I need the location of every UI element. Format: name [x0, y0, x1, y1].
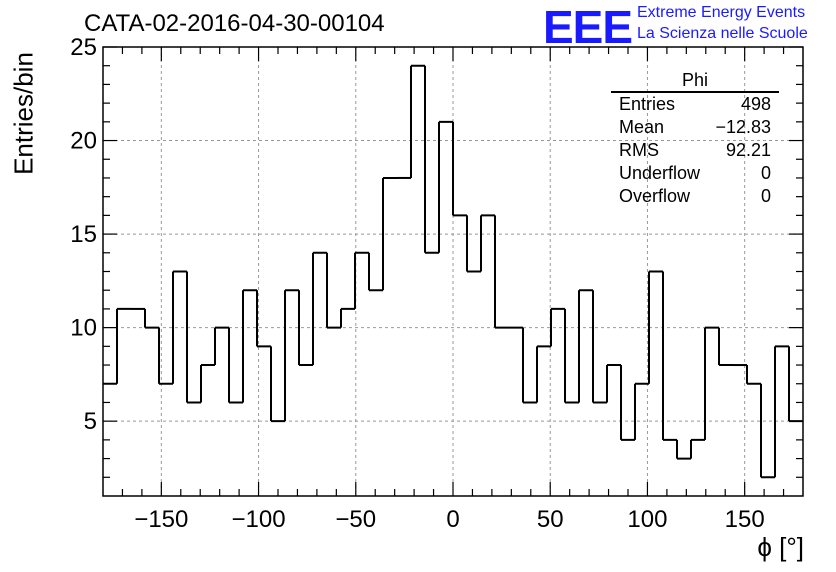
histogram-bin	[326, 252, 341, 329]
histogram-bin	[158, 327, 173, 385]
y-tick-label: 15	[70, 221, 97, 248]
histogram-bin	[256, 290, 271, 348]
x-tick-label: 150	[725, 506, 765, 533]
stats-box: Phi Entries 498 Mean −12.83 RMS 92.21 Un…	[611, 70, 779, 208]
histogram-bin	[480, 214, 495, 272]
x-tick-label: −100	[232, 506, 286, 533]
histogram-bin	[298, 290, 313, 367]
y-axis-label: Entries/bin	[8, 52, 39, 175]
histogram-bin	[382, 176, 397, 291]
histogram-bin	[116, 307, 131, 384]
histogram-bin	[634, 382, 649, 440]
histogram-bin	[718, 327, 733, 367]
y-tick-label: 10	[70, 315, 97, 342]
histogram-bin	[186, 271, 201, 404]
histogram-bin	[746, 365, 761, 385]
x-tick-label: −50	[335, 506, 376, 533]
histogram-bin	[620, 365, 635, 441]
logo-subtitle-line2: La Scienza nelle Scuole	[637, 25, 808, 42]
stats-row-rms: RMS 92.21	[611, 139, 779, 162]
histogram-bin	[550, 307, 565, 347]
y-tick-label: 20	[70, 128, 97, 155]
histogram-bin	[144, 308, 159, 329]
stats-value: 0	[760, 186, 771, 206]
histogram-bin	[242, 289, 257, 403]
stats-box-title: Phi	[611, 70, 779, 93]
histogram-bin	[368, 252, 383, 292]
stats-label: Underflow	[619, 163, 701, 183]
stats-label: Overflow	[619, 186, 691, 206]
stats-row-underflow: Underflow 0	[611, 162, 779, 185]
stats-label: RMS	[619, 140, 659, 160]
histogram-bin	[284, 289, 299, 422]
histogram-bin	[578, 289, 593, 403]
stats-value: 92.21	[725, 140, 771, 160]
y-tick-label: 5	[84, 408, 97, 435]
histogram-bin	[704, 326, 719, 440]
x-tick-label: 100	[627, 506, 667, 533]
histogram-bin	[410, 64, 425, 178]
histogram-bin	[340, 307, 355, 328]
stats-value: −12.83	[715, 117, 771, 137]
histogram-bin	[676, 439, 691, 460]
stats-row-entries: Entries 498	[611, 93, 779, 116]
histogram-bin	[536, 345, 551, 403]
histogram-bin	[690, 438, 705, 459]
histogram-bin	[452, 121, 467, 217]
histogram-bin	[788, 346, 803, 423]
histogram-bin	[606, 364, 621, 403]
eee-logo: EEE	[543, 1, 633, 53]
histogram-bin	[662, 271, 677, 441]
stats-value: 498	[740, 94, 771, 114]
x-tick-label: −150	[134, 506, 188, 533]
histogram-bin	[760, 383, 775, 479]
histogram-bin	[200, 364, 215, 403]
stats-value: 0	[760, 163, 771, 183]
chart-title: CATA-02-2016-04-30-00104	[84, 10, 385, 37]
histogram-bin	[522, 327, 537, 404]
stats-label: Mean	[619, 117, 665, 137]
x-tick-label: 0	[446, 506, 459, 533]
stats-row-mean: Mean −12.83	[611, 116, 779, 139]
histogram-bin	[214, 326, 229, 366]
x-axis-label: ϕ [°]	[757, 532, 804, 562]
histogram-bin	[172, 270, 187, 384]
histogram-bin	[438, 120, 453, 253]
histogram-bin	[466, 215, 481, 273]
histogram-bin	[564, 308, 579, 404]
histogram-bin	[648, 270, 663, 384]
histogram-bin	[270, 346, 285, 423]
histogram-bin	[424, 65, 439, 254]
histogram-bin	[354, 251, 369, 309]
stats-row-overflow: Overflow 0	[611, 185, 779, 208]
y-tick-label: 25	[70, 34, 97, 61]
histogram-bin	[774, 345, 789, 478]
histogram-bin	[228, 327, 243, 404]
histogram-bin	[494, 215, 509, 329]
histogram-bin	[592, 290, 607, 404]
stats-label: Entries	[619, 94, 676, 114]
histogram-bin	[312, 251, 327, 366]
logo-subtitle-line1: Extreme Energy Events	[637, 4, 806, 21]
x-tick-label: 50	[537, 506, 564, 533]
